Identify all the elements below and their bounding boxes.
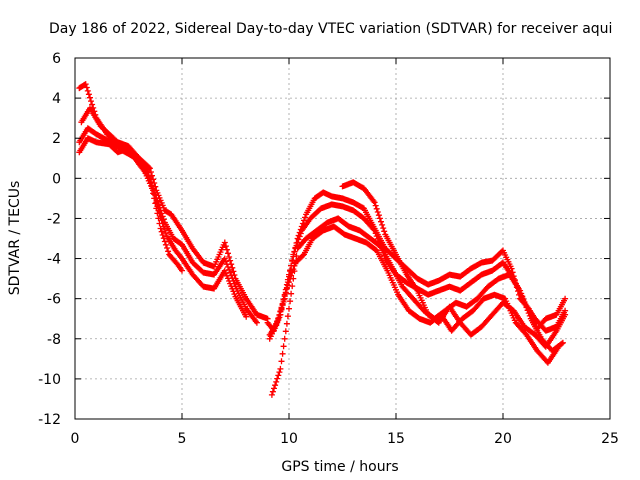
y-tick-label: -6 (47, 292, 61, 308)
y-tick-label: -4 (47, 252, 61, 268)
series-markers (266, 201, 569, 338)
x-tick-label: 25 (601, 431, 619, 447)
y-tick-label: -2 (47, 211, 61, 227)
series-track-3 (76, 135, 250, 320)
series-track-2 (76, 125, 260, 326)
series-track-5 (264, 189, 569, 334)
x-tick-label: 15 (387, 431, 405, 447)
series-markers (76, 125, 260, 326)
chart-title: Day 186 of 2022, Sidereal Day-to-day VTE… (49, 21, 612, 37)
x-tick-label: 5 (178, 431, 187, 447)
grid (75, 58, 610, 419)
series-markers (78, 105, 185, 274)
x-tick-label: 0 (71, 431, 80, 447)
series-markers (264, 189, 569, 334)
series-markers (76, 81, 271, 322)
series-markers (268, 215, 566, 398)
y-tick-label: 2 (52, 131, 61, 147)
x-tick-label: 20 (494, 431, 512, 447)
series-track-6 (266, 201, 569, 338)
y-tick-label: 0 (52, 171, 61, 187)
axis-ticks: 0 5 10 15 20 25 -12 -10 -8 -6 -4 -2 0 2 4 6 (38, 51, 619, 447)
series-track-7 (268, 215, 566, 398)
series-markers (339, 179, 569, 350)
plot-frame (74, 57, 611, 420)
y-tick-label: 4 (52, 91, 61, 107)
y-tick-label: -10 (38, 372, 61, 388)
series-markers (266, 223, 562, 366)
y-tick-label: 6 (52, 51, 61, 67)
series-track-8 (266, 223, 562, 366)
series-track-1 (76, 81, 271, 322)
data-series (76, 81, 569, 398)
series-markers (76, 135, 250, 320)
series-track-9 (339, 179, 569, 350)
y-tick-label: -8 (47, 332, 61, 348)
y-tick-label: -12 (38, 412, 61, 428)
x-tick-label: 10 (280, 431, 298, 447)
x-axis-label: GPS time / hours (281, 459, 398, 475)
y-axis-label: SDTVAR / TECUs (7, 181, 23, 296)
series-track-4 (78, 105, 185, 274)
